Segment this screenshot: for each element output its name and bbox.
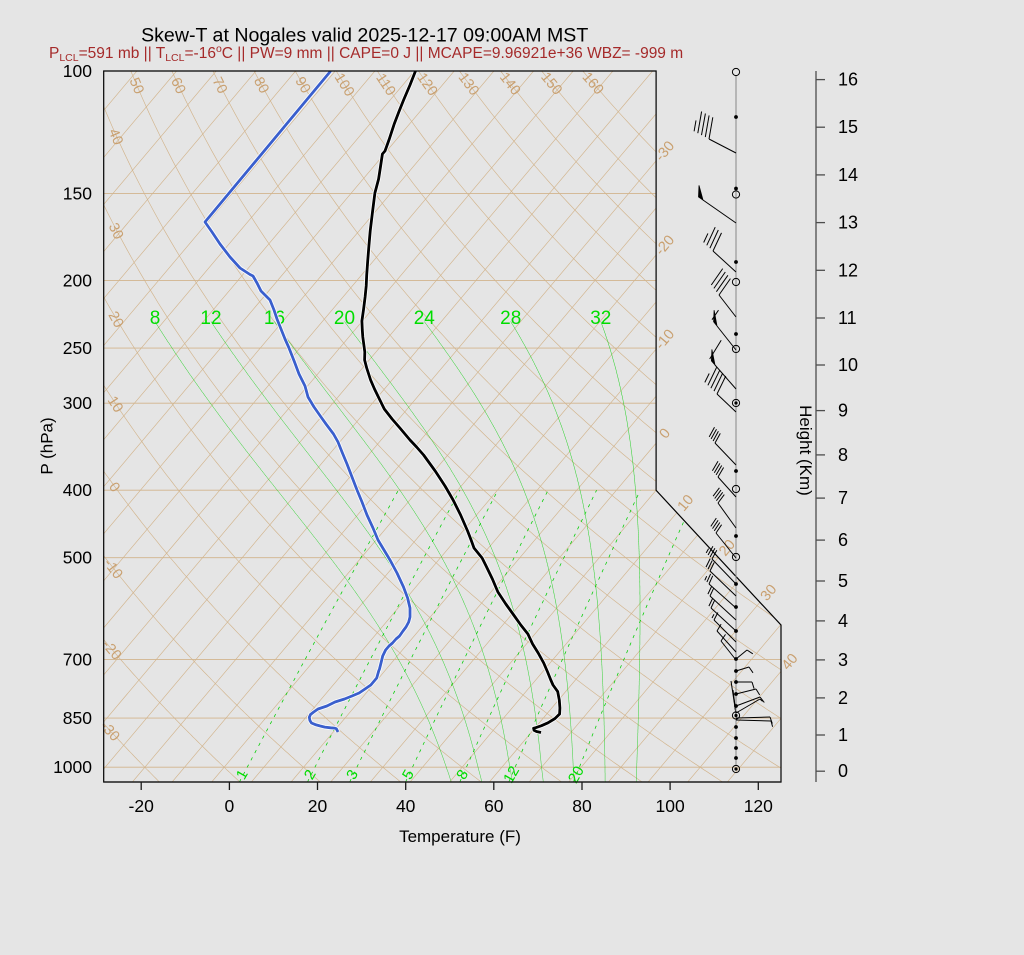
svg-text:300: 300 [63,393,92,413]
svg-text:12: 12 [200,308,221,329]
svg-text:16: 16 [838,70,858,90]
svg-text:40: 40 [105,126,126,147]
svg-text:20: 20 [104,309,126,331]
svg-text:14: 14 [838,165,858,185]
svg-text:700: 700 [63,649,92,669]
svg-text:10: 10 [675,492,698,515]
svg-text:120: 120 [744,796,773,816]
svg-text:40: 40 [396,796,416,816]
svg-text:8: 8 [150,308,161,329]
svg-text:80: 80 [250,75,272,97]
svg-text:Temperature (F): Temperature (F) [399,827,521,846]
svg-text:40: 40 [779,651,802,674]
svg-text:PLCL=591 mb || TLCL=-16oC || P: PLCL=591 mb || TLCL=-16oC || PW=9 mm || … [49,43,683,64]
svg-text:-20: -20 [129,796,155,816]
svg-text:13: 13 [838,213,858,233]
svg-text:100: 100 [63,61,92,81]
svg-text:12: 12 [838,260,858,280]
svg-text:8: 8 [838,445,848,465]
svg-text:5: 5 [838,571,848,591]
svg-text:100: 100 [655,796,684,816]
svg-text:150: 150 [63,184,92,204]
svg-text:20: 20 [308,796,328,816]
svg-text:6: 6 [838,530,848,550]
svg-text:20: 20 [565,763,588,786]
svg-text:30: 30 [758,582,781,605]
svg-text:Skew-T at Nogales valid 2025-1: Skew-T at Nogales valid 2025-12-17 09:00… [141,25,588,47]
svg-text:11: 11 [838,308,857,328]
svg-text:70: 70 [209,75,231,97]
svg-text:P (hPa): P (hPa) [38,417,57,474]
svg-text:12: 12 [500,763,523,786]
svg-text:2: 2 [838,688,848,708]
svg-text:1: 1 [838,725,848,745]
svg-text:80: 80 [572,796,592,816]
svg-text:7: 7 [838,488,848,508]
svg-text:850: 850 [63,708,92,728]
svg-text:90: 90 [291,74,313,96]
svg-text:200: 200 [63,271,92,291]
svg-text:10: 10 [838,355,858,375]
svg-text:15: 15 [838,117,858,137]
svg-text:500: 500 [63,548,92,568]
svg-text:0: 0 [225,796,235,816]
svg-text:10: 10 [104,394,126,416]
svg-text:60: 60 [484,796,504,816]
svg-text:32: 32 [590,308,611,329]
svg-text:9: 9 [838,401,848,421]
svg-text:3: 3 [838,650,848,670]
svg-text:28: 28 [500,308,521,329]
svg-text:1000: 1000 [53,757,92,777]
svg-text:24: 24 [414,308,436,329]
svg-text:Height (Km): Height (Km) [796,405,815,496]
svg-text:4: 4 [838,611,848,631]
svg-text:250: 250 [63,338,92,358]
svg-text:0: 0 [838,761,848,781]
svg-text:400: 400 [63,480,92,500]
svg-text:60: 60 [167,75,188,96]
svg-text:50: 50 [126,76,147,97]
svg-text:20: 20 [334,308,355,329]
svg-text:30: 30 [105,221,126,243]
